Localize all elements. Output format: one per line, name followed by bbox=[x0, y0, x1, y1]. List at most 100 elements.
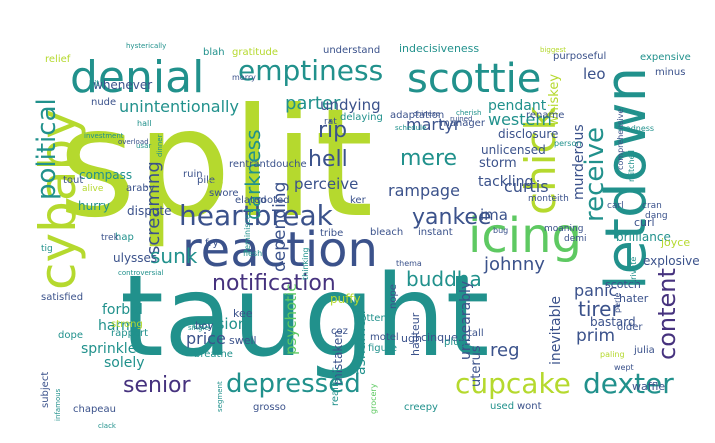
word-mitchell: mitchell bbox=[627, 150, 636, 182]
word-comprehensive: comprehensive bbox=[616, 109, 625, 170]
word-unbearably: unbearably bbox=[458, 281, 474, 360]
word-breathe: breathe bbox=[194, 349, 233, 360]
word-hap: hap bbox=[115, 232, 134, 243]
word-indecisiveness: indecisiveness bbox=[399, 42, 479, 55]
word-compass: compass bbox=[79, 168, 132, 182]
word-grocery: grocery bbox=[369, 383, 378, 414]
word-depressed: depressed bbox=[226, 369, 361, 399]
word-ulysses: ulysses bbox=[113, 251, 157, 265]
word-tig: tig bbox=[41, 244, 53, 254]
word-panic: panic bbox=[574, 281, 617, 300]
word-delaying: delaying bbox=[340, 112, 383, 123]
word-harm: harm bbox=[98, 318, 135, 334]
word-moaning: moaning bbox=[544, 224, 583, 234]
word-rapport: rapport bbox=[111, 328, 148, 339]
word-solely: solely bbox=[104, 355, 145, 371]
word-madness: madness bbox=[618, 124, 654, 133]
word-flesh: flesh bbox=[243, 249, 262, 258]
word-usar: usar bbox=[136, 142, 151, 150]
word-rampage: rampage bbox=[388, 181, 460, 200]
word-strong: strong bbox=[111, 319, 143, 330]
word-older: older bbox=[617, 322, 643, 333]
word-whiskey: whiskey bbox=[547, 74, 562, 126]
word-ima: ima bbox=[480, 206, 508, 224]
word-creepy: creepy bbox=[404, 402, 438, 413]
word-curtis: curtis bbox=[504, 177, 549, 196]
word-adaptation: adaptation bbox=[390, 110, 444, 121]
word-hysterically: hysterically bbox=[126, 42, 166, 50]
word-prim: prim bbox=[576, 326, 615, 346]
word-undying: undying bbox=[320, 96, 381, 114]
word-monteith: monteith bbox=[528, 194, 569, 204]
word-notification: notification bbox=[212, 271, 336, 296]
word-minus: minus bbox=[655, 67, 685, 78]
word-tackling: tackling bbox=[478, 174, 533, 190]
word-mistaken: mistaken bbox=[331, 330, 345, 385]
word-reg: reg bbox=[490, 340, 520, 361]
word-relief: relief bbox=[45, 54, 71, 65]
word-depending: depending bbox=[270, 182, 290, 272]
word-screaming: screaming bbox=[143, 161, 164, 255]
word-leo: leo bbox=[583, 65, 606, 83]
word-cran: cran bbox=[642, 201, 662, 211]
word-bug: bug bbox=[493, 226, 508, 235]
word-hauteur: hauteur bbox=[409, 312, 422, 356]
word-paling: paling bbox=[600, 350, 625, 359]
word-reminisce: reminisce bbox=[243, 214, 252, 253]
word-mere: mere bbox=[400, 146, 457, 171]
word-unlicensed: unlicensed bbox=[481, 143, 546, 157]
word-emptiness: emptiness bbox=[238, 54, 383, 87]
word-yankee: yankee bbox=[412, 205, 491, 230]
word-pile: pile bbox=[197, 175, 215, 186]
word-icing: icing bbox=[468, 208, 582, 264]
word-ruin: ruin bbox=[183, 169, 203, 180]
word-hurry: hurry bbox=[78, 199, 110, 213]
word-dinner: dinner bbox=[156, 134, 164, 157]
word-nope: nope bbox=[388, 284, 399, 309]
word-whenever: whenever bbox=[93, 78, 152, 92]
word-boy: boy bbox=[195, 321, 213, 332]
word-controversial: controversial bbox=[118, 269, 164, 277]
word-johnny: johnny bbox=[483, 254, 545, 275]
word-purposeful: purposeful bbox=[553, 51, 606, 62]
word-waffle: waffle bbox=[632, 380, 665, 393]
word-figure: figure bbox=[368, 343, 397, 354]
word-scottie: scottie bbox=[407, 56, 541, 102]
word-infamous: infamous bbox=[54, 388, 62, 421]
word-coz: coz bbox=[331, 326, 348, 337]
word-ker: ker bbox=[350, 195, 367, 206]
word-kee: kee bbox=[233, 307, 253, 320]
word-dexter: dexter bbox=[583, 367, 674, 400]
word-perle: perle bbox=[613, 292, 622, 313]
word-senior: senior bbox=[123, 373, 192, 398]
word-araby: araby bbox=[126, 183, 155, 194]
word-rip: rip bbox=[318, 118, 347, 143]
word-perceive: perceive bbox=[294, 175, 358, 193]
word-rentrantdouche: rentrantdouche bbox=[229, 159, 307, 170]
word-hit: hit bbox=[89, 79, 99, 88]
word-rooted: rooted bbox=[257, 195, 290, 206]
word-ugh: ugh bbox=[401, 332, 422, 345]
word-storm: storm bbox=[479, 156, 517, 171]
word-overload: overload bbox=[118, 138, 149, 146]
word-inevitable: inevitable bbox=[548, 296, 564, 365]
word-cherish: cherish bbox=[456, 109, 482, 117]
word-bleach: bleach bbox=[370, 227, 403, 238]
word-gotten: gotten bbox=[354, 313, 387, 324]
word-disclosure: disclosure bbox=[498, 127, 558, 141]
word-murderous: murderous bbox=[571, 124, 587, 200]
word-chinese: chinese bbox=[413, 110, 440, 118]
word-private: private bbox=[629, 257, 638, 285]
word-rename: rename bbox=[526, 110, 564, 121]
word-morry: morry bbox=[232, 73, 256, 82]
word-denial: denial bbox=[70, 52, 204, 103]
word-swore: swore bbox=[209, 188, 239, 199]
word-instant: instant bbox=[418, 227, 453, 238]
word-cinque: cinque bbox=[421, 331, 458, 344]
word-receive: receive bbox=[580, 127, 610, 222]
word-used: used bbox=[490, 401, 514, 412]
word-realistic: realistic bbox=[330, 367, 341, 406]
word-reaction: reaction bbox=[182, 222, 378, 278]
word-rat: rat bbox=[324, 117, 337, 127]
